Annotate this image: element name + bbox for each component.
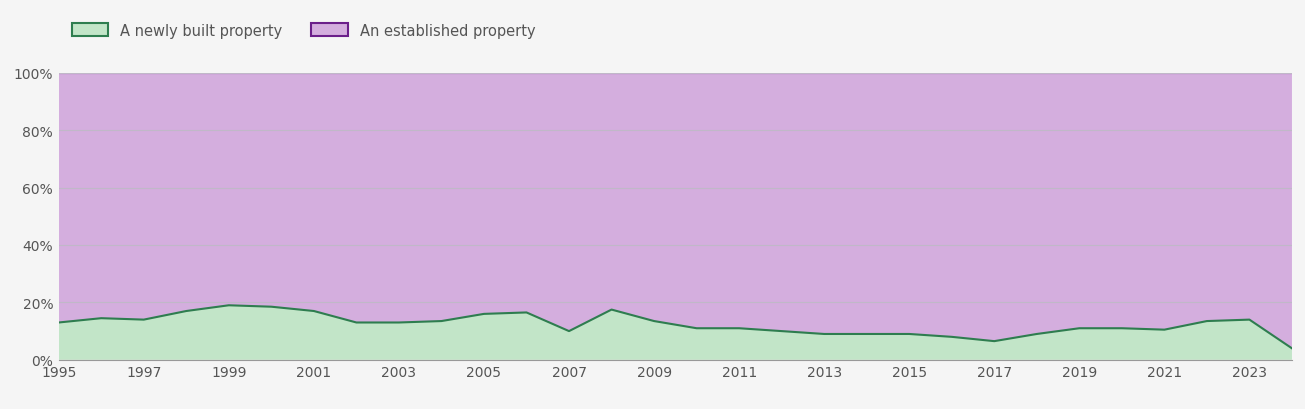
Legend: A newly built property, An established property: A newly built property, An established p… (67, 18, 542, 45)
